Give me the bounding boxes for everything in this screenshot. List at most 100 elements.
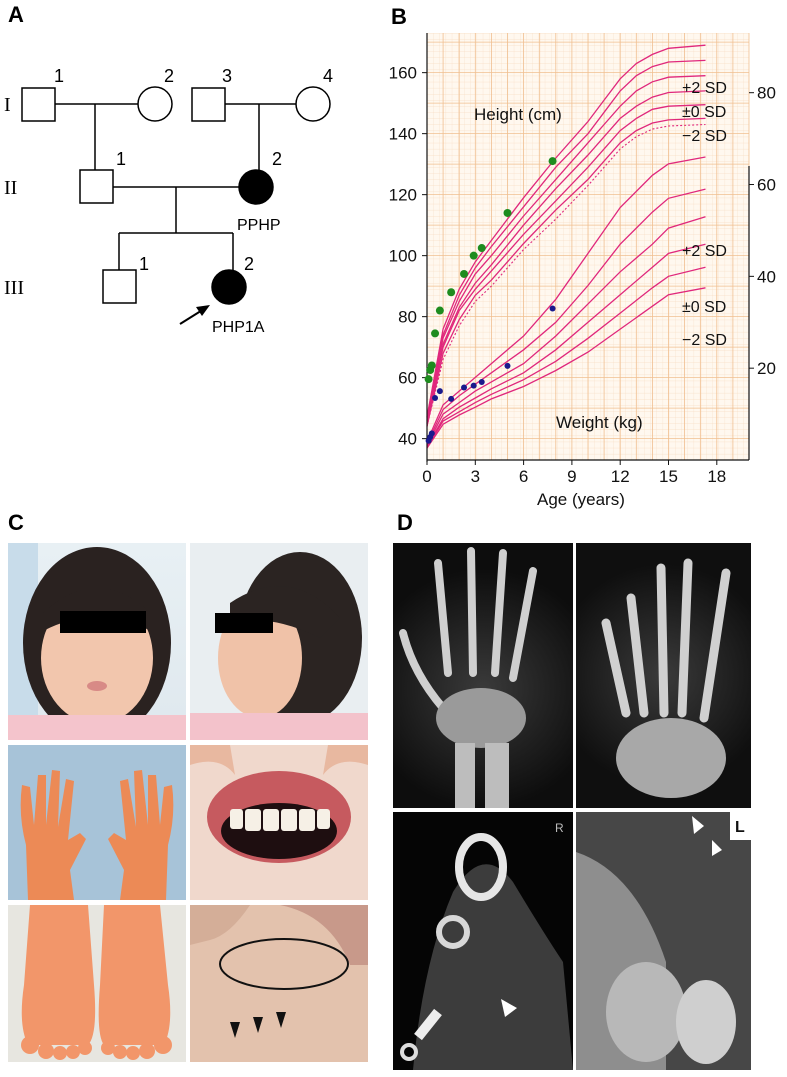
height-tick-label: 80 <box>398 308 417 327</box>
growth-chart: 40 60 80 100 120 140 160 20 40 60 80 0 3 6 9 12 15 18 Hei… <box>389 33 776 509</box>
height-data-point <box>460 269 469 278</box>
height-data-point <box>435 306 444 315</box>
weight-data-point <box>504 362 511 369</box>
pedigree-I-2-symbol <box>137 86 173 122</box>
weight-data-point <box>448 395 455 402</box>
pedigree-I-1-number: 1 <box>54 66 64 86</box>
x-tick-label: 3 <box>471 467 480 486</box>
calcification-arrowhead-icon <box>712 840 722 856</box>
x-tick-label: 0 <box>422 467 431 486</box>
pedigree-III-2-number: 2 <box>244 254 254 274</box>
weight-data-point <box>470 382 477 389</box>
x-tick-label: 15 <box>659 467 678 486</box>
panel-label-d: D <box>397 510 413 535</box>
weight-reference-curve-2 <box>426 216 706 446</box>
weight-data-point <box>436 388 443 395</box>
weight-reference-curve-4 <box>426 266 706 448</box>
weight-data-point <box>549 305 556 312</box>
x-tick-label: 9 <box>567 467 576 486</box>
height-reference-curve-2 <box>426 75 706 421</box>
weight-reference-curve-1 <box>426 188 706 445</box>
pedigree-chart: I II III 1 2 3 4 1 2 1 2 PPHP PHP1A <box>4 66 333 336</box>
height-reference-curve-4 <box>426 104 706 424</box>
height-reference-curve-3 <box>426 90 706 424</box>
pedigree-III-2-label: PHP1A <box>212 319 265 336</box>
weight-data-point <box>428 430 435 437</box>
height-reference-curve-1 <box>426 59 706 418</box>
weight-sd-minus2-label: −2 SD <box>682 332 727 349</box>
height-tick-label: 60 <box>398 369 417 388</box>
height-data-point <box>431 329 440 338</box>
height-reference-curve-0 <box>426 44 706 418</box>
height-data-point <box>447 288 456 297</box>
height-sd-minus2-label: −2 SD <box>682 128 727 145</box>
pedigree-I-4-symbol <box>295 86 331 122</box>
height-tick-label: 140 <box>389 125 417 144</box>
proband-arrow-icon <box>179 305 210 325</box>
pedigree-I-4-number: 4 <box>323 66 333 86</box>
left-side-label: L <box>735 819 745 836</box>
nodule-circle-annotation <box>219 938 349 990</box>
weight-reference-curve-3 <box>426 243 706 447</box>
panel-label-a: A <box>8 2 24 27</box>
girl-profile-photo <box>190 543 368 740</box>
weight-data-point <box>461 384 468 391</box>
teeth-photo <box>190 745 368 900</box>
height-tick-label: 100 <box>389 247 417 266</box>
pedigree-II-2-symbol <box>238 169 274 205</box>
nodule-arrowhead-annotations <box>230 1012 286 1038</box>
pedigree-II-1-number: 1 <box>116 149 126 169</box>
height-data-point <box>548 157 557 166</box>
pedigree-I-1-symbol <box>21 87 56 122</box>
heel-ct: R <box>393 812 573 1070</box>
girl-face-photo <box>8 543 186 740</box>
pedigree-I-2-number: 2 <box>164 66 174 86</box>
right-side-label: R <box>555 821 564 835</box>
calcification-arrowhead-icon <box>501 999 517 1017</box>
weight-tick-label: 20 <box>757 359 776 378</box>
pedigree-III-1-number: 1 <box>139 254 149 274</box>
weight-data-point <box>478 378 485 385</box>
weight-curve-label: Weight (kg) <box>556 413 643 432</box>
pedigree-II-2-label: PPHP <box>237 217 281 234</box>
pedigree-I-3-number: 3 <box>222 66 232 86</box>
height-sd-plus2-label: +2 SD <box>682 80 727 97</box>
pedigree-I-3-symbol <box>191 87 226 122</box>
x-tick-label: 18 <box>707 467 726 486</box>
pedigree-II-2-number: 2 <box>272 149 282 169</box>
hand-radiograph <box>393 543 573 808</box>
skin-nodule-photo <box>190 905 368 1062</box>
height-data-point <box>503 208 512 217</box>
feet-photo <box>8 905 186 1062</box>
foot-radiograph <box>576 543 751 808</box>
weight-reference-curve-0 <box>426 156 706 442</box>
weight-sd-plus2-label: +2 SD <box>682 243 727 260</box>
height-tick-label: 120 <box>389 186 417 205</box>
height-reference-curve-5 <box>426 117 706 427</box>
weight-tick-label: 40 <box>757 267 776 286</box>
hands-photo <box>8 745 186 900</box>
height-sd-zero-label: ±0 SD <box>682 104 726 121</box>
height-data-point <box>469 251 478 260</box>
calcification-arrowhead-icon <box>692 816 704 834</box>
height-curve-label: Height (cm) <box>474 105 562 124</box>
x-tick-label: 12 <box>611 467 630 486</box>
panel-label-b: B <box>391 4 407 29</box>
pedigree-II-1-symbol <box>79 169 114 204</box>
generation-label-III: III <box>4 277 24 299</box>
pedigree-III-2-symbol <box>211 269 247 305</box>
height-data-point <box>427 361 436 370</box>
knee-radiograph: L <box>576 812 751 1070</box>
generation-label-I: I <box>4 94 11 116</box>
weight-tick-label: 60 <box>757 176 776 195</box>
height-data-point <box>424 375 433 384</box>
x-tick-label: 6 <box>519 467 528 486</box>
height-data-point <box>477 244 486 253</box>
generation-label-II: II <box>4 177 17 199</box>
height-tick-label: 40 <box>398 430 417 449</box>
weight-tick-label: 80 <box>757 84 776 103</box>
weight-sd-zero-label: ±0 SD <box>682 299 726 316</box>
weight-data-point <box>432 395 439 402</box>
weight-reference-curve-5 <box>426 287 706 449</box>
pedigree-III-1-symbol <box>102 269 137 304</box>
